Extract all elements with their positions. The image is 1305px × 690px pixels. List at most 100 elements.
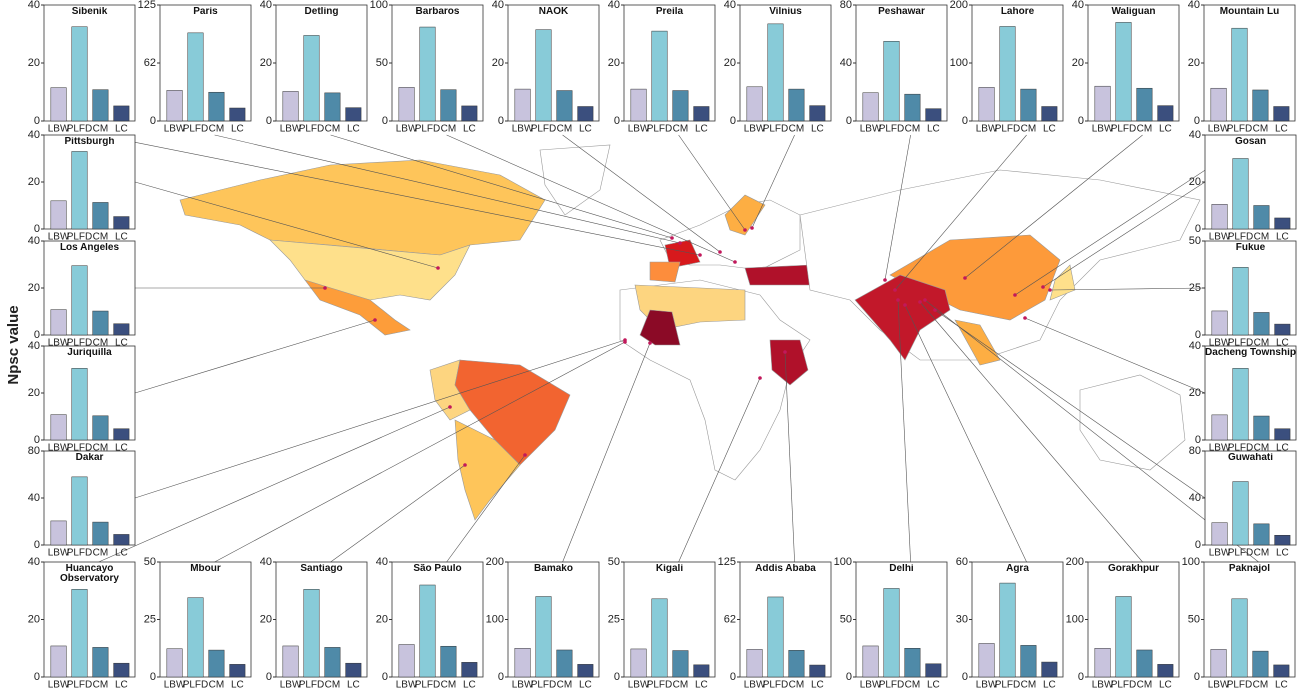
x-tick-label: CM xyxy=(209,680,225,690)
bar xyxy=(440,645,457,678)
bar xyxy=(1157,664,1174,678)
bar xyxy=(978,643,995,678)
y-tick-label: 20 xyxy=(376,613,388,625)
site-marker xyxy=(373,318,377,322)
x-tick-label: LC xyxy=(1275,124,1288,135)
x-tick-label: LBW xyxy=(860,124,882,135)
france xyxy=(664,239,701,269)
y-tick-label: 20 xyxy=(28,613,40,625)
panel-title: Los Angeles xyxy=(59,243,120,253)
bar xyxy=(92,310,109,336)
x-tick-label: LC xyxy=(1043,124,1056,135)
x-tick-label: PLFD xyxy=(763,124,789,135)
bar xyxy=(1041,661,1058,678)
bar xyxy=(556,90,573,122)
panel-title: Lahore xyxy=(1000,7,1035,17)
x-tick-label: LBW xyxy=(1208,124,1230,135)
x-tick-label: CM xyxy=(905,680,921,690)
panel-title: Agra xyxy=(1006,564,1029,574)
bar xyxy=(1210,649,1227,678)
site-marker xyxy=(743,228,747,232)
leader-line xyxy=(134,339,626,499)
panel-title: Šibenik xyxy=(71,7,108,17)
panel-title: Kigali xyxy=(655,564,684,574)
panel-title-box: Gosan xyxy=(1235,137,1266,147)
bar xyxy=(693,664,710,678)
y-tick-label: 0 xyxy=(34,223,40,235)
bar xyxy=(577,106,594,122)
bar xyxy=(229,107,246,122)
x-tick-label: CM xyxy=(789,680,805,690)
y-tick-label: 40 xyxy=(492,0,504,11)
x-tick-label: LBW xyxy=(628,124,650,135)
panel-title-box: São Paulo xyxy=(413,564,461,574)
bar xyxy=(419,584,436,678)
x-tick-label: CM xyxy=(1253,680,1269,690)
x-tick-label: LC xyxy=(347,124,360,135)
y-tick-label: 40 xyxy=(1189,129,1201,141)
y-tick-label: 0 xyxy=(614,671,620,683)
bar xyxy=(1211,204,1228,230)
bar xyxy=(1041,106,1058,122)
panel-title-box: Los Angeles xyxy=(59,243,120,253)
site-marker xyxy=(918,300,922,304)
mexico xyxy=(304,279,411,336)
chile-argentina xyxy=(454,419,521,521)
bar xyxy=(113,105,130,122)
site-marker xyxy=(678,241,682,245)
x-tick-label: LBW xyxy=(1092,680,1114,690)
bar xyxy=(166,90,183,122)
bar xyxy=(1273,106,1290,122)
panel-title: Paris xyxy=(193,7,218,17)
bar xyxy=(999,582,1016,678)
southeast-asia xyxy=(954,319,1001,366)
x-tick-label: PLFD xyxy=(1228,443,1254,454)
x-tick-label: CM xyxy=(905,124,921,135)
y-tick-label: 40 xyxy=(28,235,40,247)
bar xyxy=(672,650,689,678)
bar xyxy=(1232,481,1249,546)
y-tick-label: 100 xyxy=(1182,556,1200,568)
bar xyxy=(92,89,109,122)
x-tick-label: PLFD xyxy=(995,680,1021,690)
y-tick-label: 20 xyxy=(1072,57,1084,69)
leader-line xyxy=(678,377,761,563)
x-tick-label: LC xyxy=(463,680,476,690)
site-marker xyxy=(733,260,737,264)
x-tick-label: LBW xyxy=(396,124,418,135)
bar xyxy=(1136,87,1153,122)
panel-title: NAOK xyxy=(538,7,569,17)
y-tick-label: 40 xyxy=(28,340,40,352)
site-marker xyxy=(903,303,907,307)
site-marker xyxy=(323,286,327,290)
x-tick-label: LC xyxy=(1043,680,1056,690)
leader-line xyxy=(678,134,746,231)
scandinavia xyxy=(724,194,766,236)
panel-title-box: Dacheng Township xyxy=(1205,348,1296,358)
bar xyxy=(535,29,552,122)
panel-title: Preila xyxy=(655,7,684,17)
y-tick-label: 100 xyxy=(950,57,968,69)
x-tick-label: LC xyxy=(115,680,128,690)
y-tick-label: 25 xyxy=(608,613,620,625)
x-tick-label: PLFD xyxy=(299,680,325,690)
bar xyxy=(92,415,109,441)
x-tick-label: CM xyxy=(441,680,457,690)
site-marker xyxy=(1023,316,1027,320)
x-tick-label: LC xyxy=(115,443,128,454)
bar xyxy=(1210,87,1227,122)
bar xyxy=(672,90,689,122)
bar xyxy=(92,647,109,678)
x-tick-label: LC xyxy=(579,680,592,690)
panel-title: Santiago xyxy=(300,564,343,574)
bar xyxy=(229,664,246,678)
y-tick-label: 100 xyxy=(834,556,852,568)
leader-line xyxy=(98,134,701,256)
y-tick-label: 50 xyxy=(376,57,388,69)
world-map xyxy=(179,144,1201,521)
x-tick-label: PLFD xyxy=(183,124,209,135)
panel-title-box: NAOK xyxy=(538,7,569,17)
x-tick-label: CM xyxy=(1254,443,1270,454)
bar xyxy=(461,105,478,122)
x-tick-label: CM xyxy=(209,124,225,135)
